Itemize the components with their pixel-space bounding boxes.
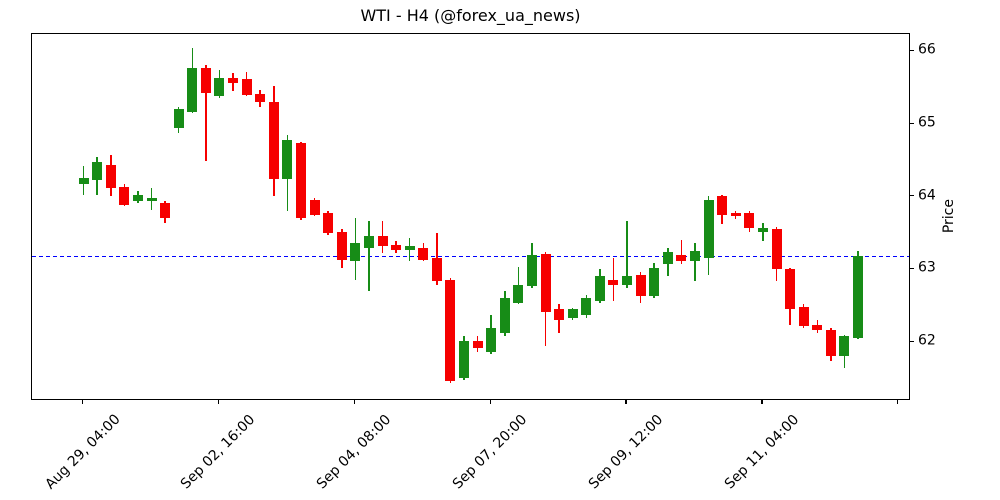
candle-body <box>757 228 768 232</box>
candle-wick <box>762 222 764 242</box>
candle-body <box>187 68 198 112</box>
candle-body <box>785 269 796 310</box>
candle-body <box>119 186 130 205</box>
candle-body <box>730 212 741 217</box>
candle-body <box>363 236 374 249</box>
x-tick-mark <box>897 400 899 404</box>
x-tick-label: Aug 29, 04:00 <box>42 411 124 493</box>
candle-body <box>228 78 239 84</box>
chart-title: WTI - H4 (@forex_ua_news) <box>360 6 581 25</box>
candle-body <box>295 143 306 218</box>
y-tick-label: 66 <box>918 42 936 59</box>
candle-wick <box>680 239 683 265</box>
candle-body <box>635 274 646 297</box>
candle-body <box>391 244 402 250</box>
x-tick-label: Sep 07, 20:00 <box>449 411 531 493</box>
candle-body <box>336 231 347 260</box>
x-tick-label: Sep 11, 04:00 <box>721 411 803 493</box>
threshold-line <box>32 255 909 258</box>
candle-body <box>214 78 225 97</box>
candle-wick <box>626 221 628 289</box>
candle-body <box>377 236 388 247</box>
y-tick-label: 64 <box>918 187 936 204</box>
candle-body <box>839 336 850 356</box>
candle-body <box>255 93 266 102</box>
candle-body <box>608 279 619 285</box>
x-tick-label: Sep 09, 12:00 <box>585 411 667 493</box>
x-tick-mark <box>489 400 491 404</box>
candle-body <box>160 203 171 218</box>
x-tick-mark <box>217 400 220 404</box>
candle-body <box>200 68 211 93</box>
candle-body <box>459 341 470 378</box>
candle-body <box>554 309 565 320</box>
candle-body <box>404 246 415 250</box>
candle-wick <box>408 238 411 262</box>
candle-body <box>662 252 673 265</box>
candle-body <box>676 254 687 262</box>
candle-body <box>567 309 578 319</box>
candle-body <box>649 268 660 297</box>
candle-body <box>622 276 633 285</box>
plot-area <box>31 33 910 400</box>
candle-body <box>350 243 361 262</box>
candle-body <box>268 101 279 180</box>
candle-body <box>309 199 320 215</box>
candle-body <box>594 276 605 302</box>
x-tick-label: Sep 02, 16:00 <box>178 411 259 493</box>
candle-body <box>105 164 116 189</box>
candle-body <box>526 254 537 287</box>
candle-body <box>472 341 483 348</box>
candle-body <box>513 284 524 303</box>
candle-body <box>689 251 700 262</box>
y-tick-mark <box>910 340 914 342</box>
y-tick-mark <box>910 49 914 52</box>
candle-body <box>825 329 836 356</box>
candle-body <box>744 212 755 229</box>
candle-body <box>92 161 103 181</box>
y-tick-label: 63 <box>918 260 936 277</box>
candle-body <box>499 297 510 333</box>
y-tick-mark <box>910 195 914 197</box>
candle-body <box>703 199 714 258</box>
candle-body <box>132 194 143 202</box>
candle-body <box>78 177 89 185</box>
candle-body <box>812 324 823 330</box>
x-tick-mark <box>761 400 763 404</box>
y-axis-title-text: Price <box>941 199 957 234</box>
y-tick-label: 62 <box>918 332 936 349</box>
candle-body <box>798 306 809 327</box>
x-tick-mark <box>353 400 355 404</box>
x-tick-mark <box>625 400 627 404</box>
x-tick-mark <box>82 400 84 404</box>
x-tick-label: Sep 04, 08:00 <box>314 411 395 493</box>
y-tick-mark <box>910 267 914 270</box>
candle-body <box>853 256 863 338</box>
y-tick-label: 65 <box>918 114 936 131</box>
candle-body <box>282 140 293 180</box>
candle-body <box>717 196 728 215</box>
y-axis-title: Price <box>940 33 958 400</box>
candle-body <box>445 279 456 382</box>
candle-body <box>241 79 252 96</box>
candle-body <box>173 108 184 128</box>
candle-wick <box>368 220 370 292</box>
candle-body <box>146 198 157 202</box>
candle-body <box>581 297 592 315</box>
candle-wick <box>694 243 696 282</box>
y-tick-mark <box>910 122 914 124</box>
candle-body <box>323 212 334 234</box>
candle-wick <box>205 64 207 162</box>
candle-body <box>486 328 497 352</box>
candle-body <box>431 257 442 282</box>
candle-body <box>418 248 429 260</box>
candle-body <box>771 229 782 270</box>
candle-body <box>540 254 551 312</box>
